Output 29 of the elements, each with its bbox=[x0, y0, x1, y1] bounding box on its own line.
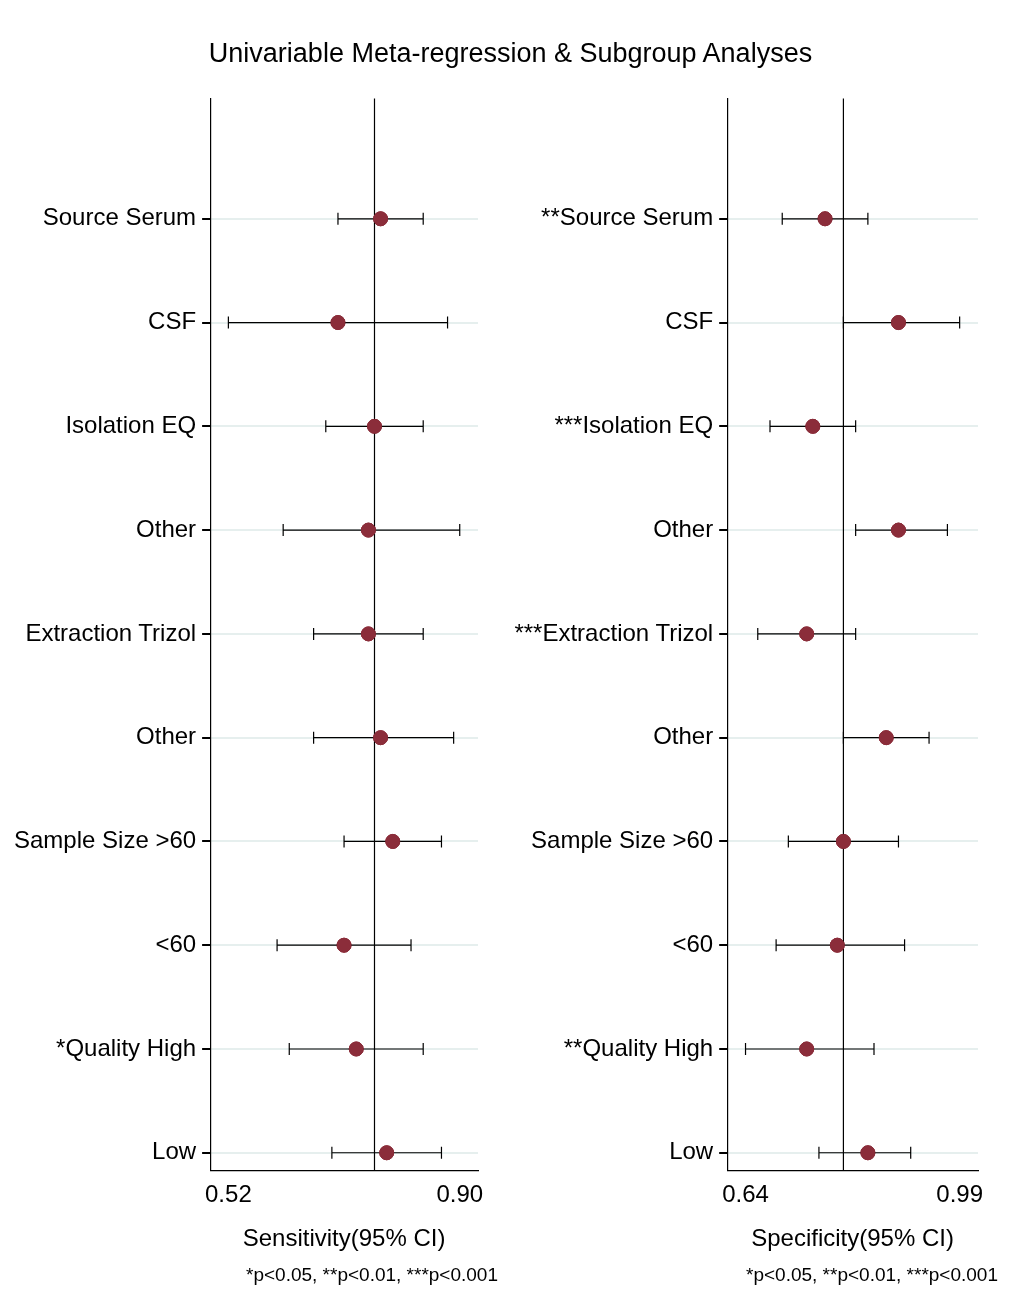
y-tick-label: Other bbox=[136, 514, 197, 542]
x-tick-label: 0.99 bbox=[936, 1180, 984, 1208]
y-tick-label: Sample Size >60 bbox=[14, 826, 197, 854]
x-tick-label: 0.64 bbox=[722, 1180, 769, 1208]
y-tick-label: Other bbox=[653, 514, 714, 542]
x-tick-label: 0.52 bbox=[205, 1180, 252, 1208]
y-tick-label: <60 bbox=[155, 929, 197, 957]
text: *p<0.05, **p<0.01, ***p<0.001 bbox=[245, 1264, 499, 1286]
y-tick-label: Sample Size >60 bbox=[531, 826, 714, 854]
y-tick-label: Other bbox=[136, 722, 197, 750]
y-tick-label: ***Extraction Trizol bbox=[514, 618, 714, 646]
x-axis-title: Specificity(95% CI) bbox=[751, 1224, 954, 1252]
y-tick-label: Isolation EQ bbox=[65, 410, 197, 438]
y-tick-label: CSF bbox=[665, 307, 714, 335]
y-tick-label: Low bbox=[152, 1137, 197, 1165]
y-tick-label: CSF bbox=[148, 307, 197, 335]
x-axis-title: Sensitivity(95% CI) bbox=[242, 1224, 446, 1252]
y-tick-label: **Source Serum bbox=[541, 203, 714, 231]
y-tick-label: Other bbox=[653, 722, 714, 750]
y-tick-label: <60 bbox=[672, 929, 714, 957]
y-tick-label: *Quality High bbox=[56, 1033, 197, 1061]
y-tick-label: Extraction Trizol bbox=[25, 618, 197, 646]
y-tick-label: Source Serum bbox=[42, 203, 197, 231]
y-tick-label: Low bbox=[669, 1137, 714, 1165]
y-tick-label: ***Isolation EQ bbox=[554, 410, 714, 438]
y-tick-label: **Quality High bbox=[563, 1033, 714, 1061]
x-tick-label: 0.90 bbox=[436, 1180, 484, 1208]
chart-title: Univariable Meta-regression & Subgroup Analyses bbox=[207, 37, 814, 70]
text: *p<0.05, **p<0.01, ***p<0.001 bbox=[745, 1264, 999, 1286]
